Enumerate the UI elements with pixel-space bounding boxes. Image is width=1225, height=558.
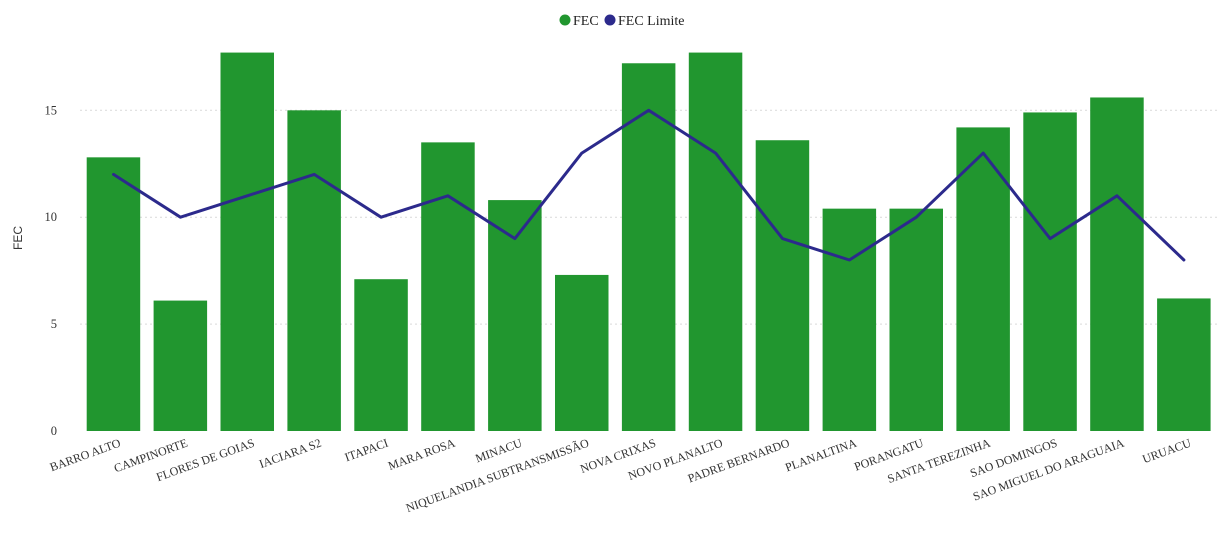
y-axis-ticks: 0 5 10 15 <box>45 103 58 438</box>
x-category-label: PLANALTINA <box>783 436 858 475</box>
bar <box>755 140 810 431</box>
bar <box>488 200 542 431</box>
y-axis-title: FEC <box>11 226 25 250</box>
bar <box>688 52 743 431</box>
legend-fec-label: FEC <box>573 14 599 29</box>
bar <box>1090 97 1144 432</box>
fec-limite-line <box>112 108 1186 262</box>
x-category-label: ITAPACI <box>343 436 390 465</box>
x-category-label: MARA ROSA <box>386 436 457 473</box>
y-tick-label: 0 <box>51 424 57 438</box>
y-tick-label: 10 <box>45 210 58 224</box>
bar <box>86 157 141 431</box>
bar <box>621 63 676 431</box>
bar <box>555 274 609 431</box>
bar <box>421 142 475 431</box>
bar <box>1157 298 1211 431</box>
bar <box>354 279 408 431</box>
y-tick-label: 15 <box>45 103 58 117</box>
bar <box>889 208 943 431</box>
bar <box>822 208 877 431</box>
legend-fec-limite-label: FEC Limite <box>618 14 685 29</box>
legend-fec-marker <box>559 14 571 26</box>
line-series <box>112 108 1186 262</box>
bar <box>287 110 341 432</box>
bar <box>220 52 274 431</box>
x-category-label: IACIARA S2 <box>257 436 323 471</box>
bar <box>153 300 208 431</box>
x-category-label: URUACU <box>1140 436 1193 467</box>
legend: FEC FEC Limite <box>559 14 685 29</box>
bar-series <box>86 52 1211 432</box>
bar <box>1023 112 1077 432</box>
x-category-label: BARRO ALTO <box>48 436 123 475</box>
legend-fec-limite-marker <box>604 14 616 26</box>
y-tick-label: 5 <box>51 317 57 331</box>
